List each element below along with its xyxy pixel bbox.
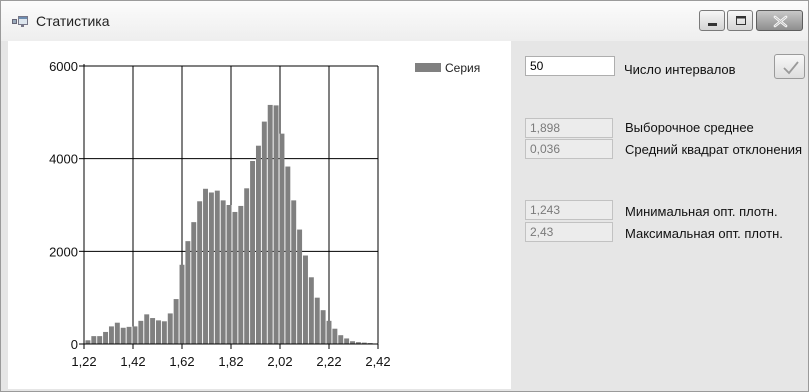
mean-square-deviation-label: Средний квадрат отклонения [625,142,803,157]
histogram-bar [267,104,273,344]
histogram-bar [91,336,97,344]
app-window-icon [12,16,28,27]
histogram-bar [344,338,350,344]
y-tick-label: 6000 [49,59,78,74]
histogram-bar [197,201,203,344]
histogram-bar [355,342,361,344]
histogram-bar [185,241,191,344]
histogram-bar [214,190,220,344]
histogram-bar [326,320,332,344]
legend-label: Серия [445,61,480,75]
maximize-button[interactable] [727,10,753,31]
histogram-bar [126,326,132,344]
x-tick-label: 1,82 [218,354,243,369]
histogram-bar [167,313,173,344]
minimize-icon [708,23,717,26]
histogram-bar [161,321,167,344]
histogram-bar [132,326,138,344]
histogram-bar [273,105,279,344]
histogram-bar [85,340,91,344]
histogram-bar [103,331,109,344]
min-density-field [525,200,613,220]
histogram-bar [173,299,179,344]
x-tick-label: 1,62 [169,354,194,369]
sample-mean-field [525,118,613,138]
histogram-bar [150,318,156,344]
histogram-bar [279,133,285,344]
histogram-bar [220,200,226,344]
histogram-bar [261,121,267,344]
histogram-bar [238,205,244,344]
histogram-bar [108,326,114,344]
histogram-bar [303,255,308,344]
controls-panel: Число интервалов Выборочное среднее Сред… [511,41,808,391]
title-bar[interactable]: Статистика [1,1,808,41]
histogram-bar [232,211,238,344]
histogram-bar [208,192,214,344]
x-tick-label: 2,02 [267,354,292,369]
sample-mean-label: Выборочное среднее [625,120,754,135]
histogram-bar [114,322,120,344]
histogram-bar [285,166,291,344]
histogram-bar [120,327,126,344]
x-tick-label: 1,42 [120,354,145,369]
histogram-bar [226,205,232,344]
x-tick-label: 2,22 [316,354,341,369]
histogram-bar [244,188,250,344]
y-tick-label: 4000 [49,152,78,167]
histogram-bar [361,342,367,344]
x-tick-label: 1,22 [71,354,96,369]
histogram-bar [255,145,261,344]
histogram-bar [97,336,103,344]
max-density-label: Максимальная опт. плотн. [625,226,783,241]
x-tick-label: 2,42 [365,354,390,369]
y-tick-label: 2000 [49,244,78,259]
histogram-bar [156,320,161,344]
histogram-bar [314,297,320,344]
mean-square-deviation-field [525,139,613,159]
apply-button[interactable] [774,54,805,79]
histogram-bar [138,320,144,344]
histogram-bar [332,328,338,344]
histogram-bar [291,200,297,344]
intervals-input[interactable] [525,56,615,76]
histogram-chart: 1,22 1,42 1,62 1,82 2,02 2,22 2,42 0 2000 4000 600… [49,59,480,369]
window-title: Статистика [36,13,110,29]
maximize-icon [736,16,746,25]
histogram-bar [320,310,326,344]
minimize-button[interactable] [699,10,725,31]
histogram-bar [203,188,208,344]
histogram-panel: 1,22 1,42 1,62 1,82 2,02 2,22 2,42 0 2000 4000 600… [8,41,511,389]
histogram-bar [191,222,197,344]
legend-swatch [415,63,441,72]
histogram-bar [179,264,185,344]
histogram-bar [308,277,314,344]
histogram-bar [144,314,150,344]
histogram-bar [297,229,303,344]
histogram-bar [338,335,344,344]
max-density-field [525,222,613,242]
histogram-bar [250,160,256,344]
y-tick-label: 0 [71,337,78,352]
histogram-bar [350,341,355,344]
intervals-label: Число интервалов [624,62,736,77]
close-icon [773,15,788,28]
min-density-label: Минимальная опт. плотн. [625,204,778,219]
checkmark-icon [783,61,799,75]
close-button[interactable] [756,10,803,31]
